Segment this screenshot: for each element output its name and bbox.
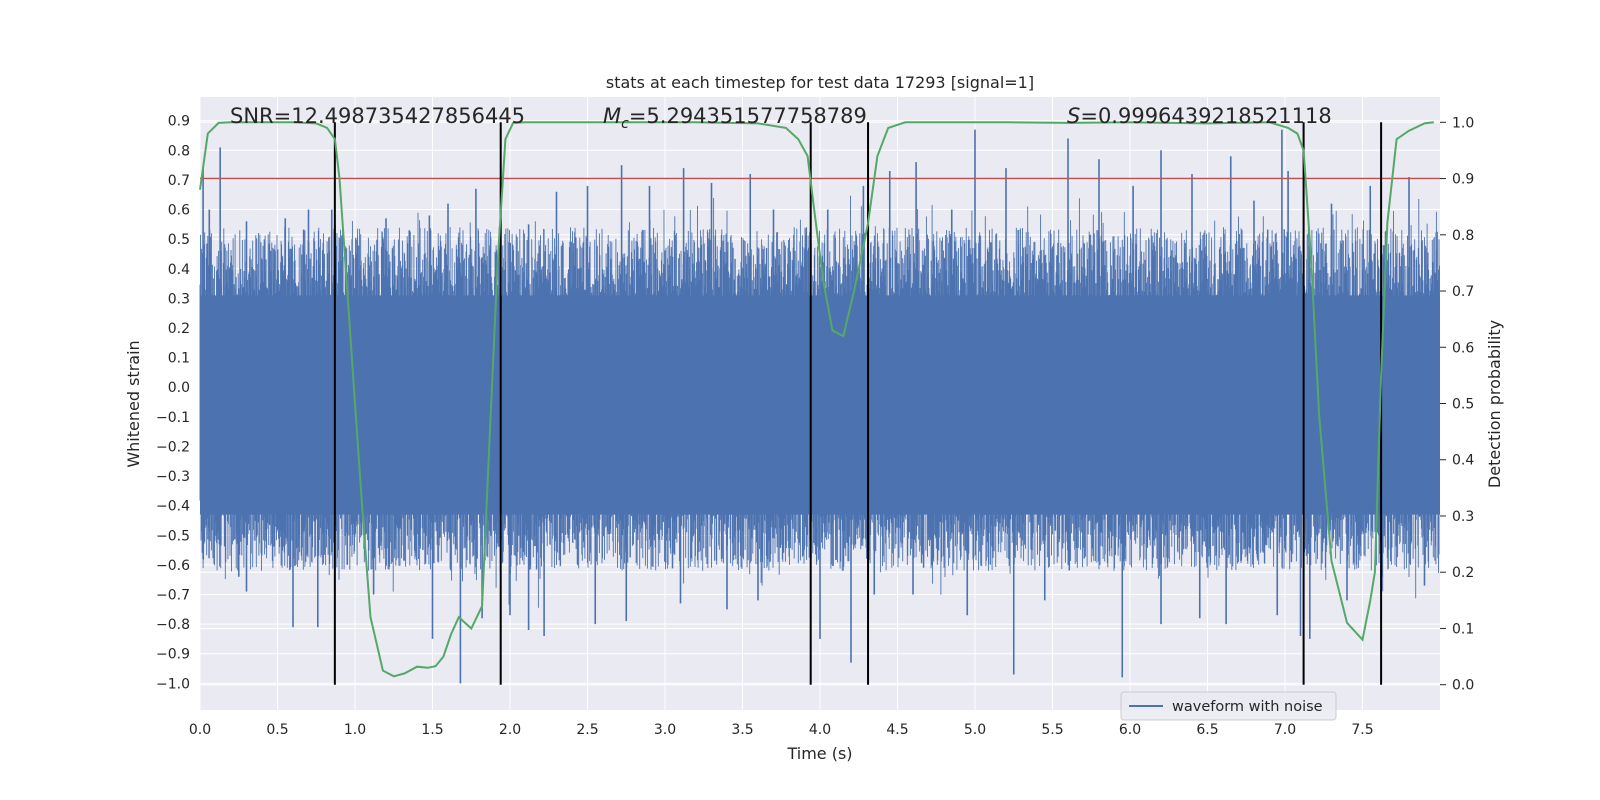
- y-tick-label: 0.4: [168, 262, 190, 278]
- y-tick-label: 0.2: [168, 321, 190, 337]
- y-tick-label: −0.3: [156, 469, 190, 485]
- x-axis-label: Time (s): [786, 744, 852, 763]
- y2-tick-label: 0.2: [1452, 565, 1474, 581]
- y-tick-label: 0.9: [168, 114, 190, 130]
- y-tick-label: −0.8: [156, 617, 190, 633]
- y2-tick-label: 0.6: [1452, 340, 1474, 356]
- waveform-series: [199, 129, 1440, 684]
- waveform-noise: [199, 195, 1440, 608]
- y-tick-label: −0.6: [156, 558, 190, 574]
- boundary-lines: [333, 122, 1383, 685]
- y2-tick-label: 0.4: [1452, 453, 1474, 469]
- y2-tick-label: 0.5: [1452, 397, 1474, 413]
- chirp-mass-annotation: Mc=5.294351577758789: [603, 104, 867, 132]
- x-tick-label: 2.0: [499, 722, 521, 738]
- y-tick-label: −0.1: [156, 410, 190, 426]
- x-tick-label: 5.0: [964, 722, 986, 738]
- chart-title: stats at each timestep for test data 172…: [606, 73, 1034, 92]
- x-tick-label: 2.5: [576, 722, 598, 738]
- y-tick-label: −0.9: [156, 647, 190, 663]
- y-tick-label: 0.8: [168, 143, 190, 159]
- x-tick-label: 6.0: [1119, 722, 1141, 738]
- x-tick-label: 7.5: [1351, 722, 1373, 738]
- y-tick-label: 0.0: [168, 380, 190, 396]
- y-tick-label: −0.7: [156, 588, 190, 604]
- significance-annotation: S=0.9996439218521118: [1067, 104, 1332, 128]
- x-tick-label: 4.0: [809, 722, 831, 738]
- y-tick-label: −0.5: [156, 528, 190, 544]
- y-tick-label: −0.4: [156, 499, 190, 515]
- y-tick-label: 0.1: [168, 351, 190, 367]
- y2-tick-label: 0.8: [1452, 228, 1474, 244]
- legend: waveform with noise: [1120, 691, 1337, 721]
- y-tick-label: 0.6: [168, 203, 190, 219]
- x-tick-label: 3.0: [654, 722, 676, 738]
- tick-labels: 0.0 0.5 1.0 1.5 2.0 2.5 3.0 3.5 4.0 4.5 5.0 5.5 6.0 6…: [156, 114, 1474, 738]
- y2-tick-label: 0.0: [1452, 678, 1474, 694]
- y2-tick-label: 1.0: [1452, 115, 1474, 131]
- x-tick-label: 0.5: [266, 722, 288, 738]
- y2-tick-label: 0.7: [1452, 284, 1474, 300]
- s-symbol: S: [1067, 104, 1080, 128]
- x-tick-label: 5.5: [1041, 722, 1063, 738]
- x-tick-label: 6.5: [1196, 722, 1218, 738]
- mc-value: =5.294351577758789: [629, 104, 867, 128]
- x-tick-label: 1.5: [421, 722, 443, 738]
- x-tick-label: 4.5: [886, 722, 908, 738]
- y-axis-label: Whitened strain: [124, 340, 143, 467]
- snr-annotation: SNR=12.498735427856445: [230, 104, 525, 128]
- probability-line: [199, 121, 1434, 678]
- y-tick-label: 0.3: [168, 291, 190, 307]
- y2-tick-label: 0.3: [1452, 509, 1474, 525]
- s-value: =0.9996439218521118: [1080, 104, 1331, 128]
- legend-label: waveform with noise: [1172, 699, 1323, 715]
- legend-box: [1120, 691, 1337, 721]
- x-tick-label: 0.0: [189, 722, 211, 738]
- y-tick-label: 0.7: [168, 173, 190, 189]
- y-tick-label: −0.2: [156, 439, 190, 455]
- probability-series: [199, 121, 1434, 678]
- mc-subscript: c: [621, 116, 629, 132]
- y2-axis-label: Detection probability: [1485, 320, 1504, 488]
- y2-tick-label: 0.9: [1452, 172, 1474, 188]
- y-tick-label: 0.5: [168, 232, 190, 248]
- x-tick-label: 3.5: [731, 722, 753, 738]
- y2-tick-label: 0.1: [1452, 621, 1474, 637]
- mc-symbol: M: [603, 104, 621, 128]
- x-tick-label: 1.0: [344, 722, 366, 738]
- y-tick-label: −1.0: [156, 676, 190, 692]
- x-tick-label: 7.0: [1274, 722, 1296, 738]
